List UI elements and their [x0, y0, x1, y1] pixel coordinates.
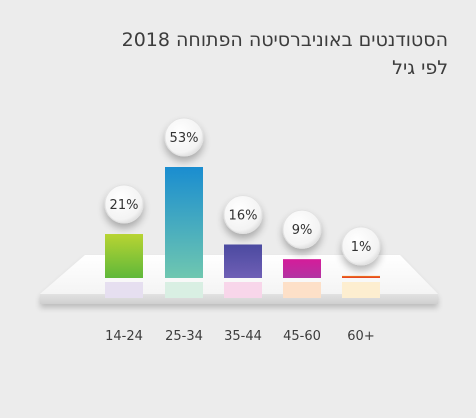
value-label-60+: 1% [351, 240, 372, 255]
value-bubble-45-60 [282, 209, 322, 249]
bar-reflection-35-44 [224, 282, 262, 298]
bar-reflection-25-34 [165, 282, 203, 298]
chart-title-line-1: הסטודנטים באוניברסיטה הפתוחה 2018 [121, 29, 448, 51]
chart-title: הסטודנטים באוניברסיטה הפתוחה 2018 לפי גי… [122, 26, 448, 82]
bar-25-34 [165, 167, 203, 278]
value-bubble-35-44 [223, 194, 263, 234]
value-bubble-60+ [341, 226, 381, 266]
category-label-25-34: 25-34 [165, 329, 203, 344]
category-label-14-24: 14-24 [105, 329, 143, 344]
value-bubble-14-24 [104, 184, 144, 224]
category-label-45-60: 45-60 [283, 329, 321, 344]
bar-45-60 [283, 259, 321, 278]
value-label-25-34: 53% [170, 131, 199, 146]
category-label-60+: 60+ [347, 329, 374, 344]
value-label-14-24: 21% [110, 198, 139, 213]
bar-reflection-14-24 [105, 282, 143, 298]
chart-title-line-2: לפי גיל [392, 57, 448, 79]
bar-reflection-45-60 [283, 282, 321, 298]
value-label-45-60: 9% [292, 223, 313, 238]
value-bubble-25-34 [164, 117, 204, 157]
value-label-35-44: 16% [229, 208, 258, 223]
category-label-35-44: 35-44 [224, 329, 262, 344]
bar-35-44 [224, 244, 262, 278]
bar-14-24 [105, 234, 143, 278]
bar-60+ [342, 275, 380, 278]
bar-reflection-60+ [342, 282, 380, 298]
